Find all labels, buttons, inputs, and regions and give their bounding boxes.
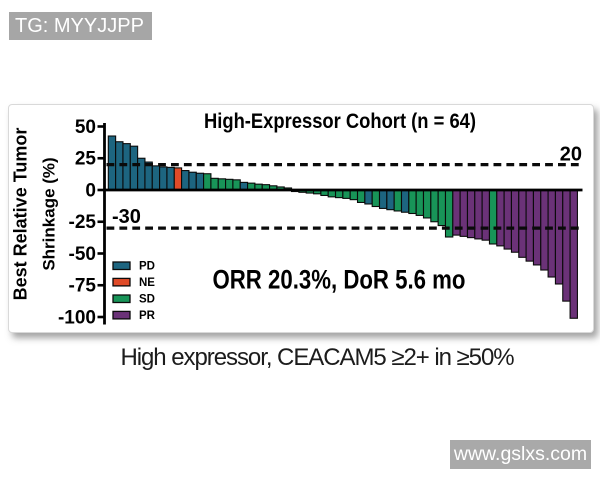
svg-text:-50: -50 — [69, 244, 96, 265]
svg-text:PR: PR — [139, 310, 156, 322]
svg-text:SD: SD — [139, 294, 155, 306]
svg-text:PD: PD — [139, 261, 155, 273]
svg-text:-25: -25 — [69, 212, 97, 233]
svg-text:NE: NE — [139, 277, 155, 289]
svg-text:20: 20 — [560, 143, 582, 165]
svg-text:High-Expressor Cohort (n = 64): High-Expressor Cohort (n = 64) — [204, 109, 476, 133]
svg-text:ORR 20.3%, DoR 5.6 mo: ORR 20.3%, DoR 5.6 mo — [213, 265, 466, 295]
svg-text:-30: -30 — [112, 206, 141, 228]
svg-text:Shrinkage (%): Shrinkage (%) — [39, 157, 58, 270]
svg-text:-75: -75 — [69, 276, 97, 297]
svg-text:Best Relative Tumor: Best Relative Tumor — [11, 128, 31, 301]
svg-text:0: 0 — [85, 180, 96, 201]
svg-text:50: 50 — [75, 117, 96, 138]
svg-text:-100: -100 — [58, 307, 96, 328]
svg-text:25: 25 — [75, 149, 97, 170]
